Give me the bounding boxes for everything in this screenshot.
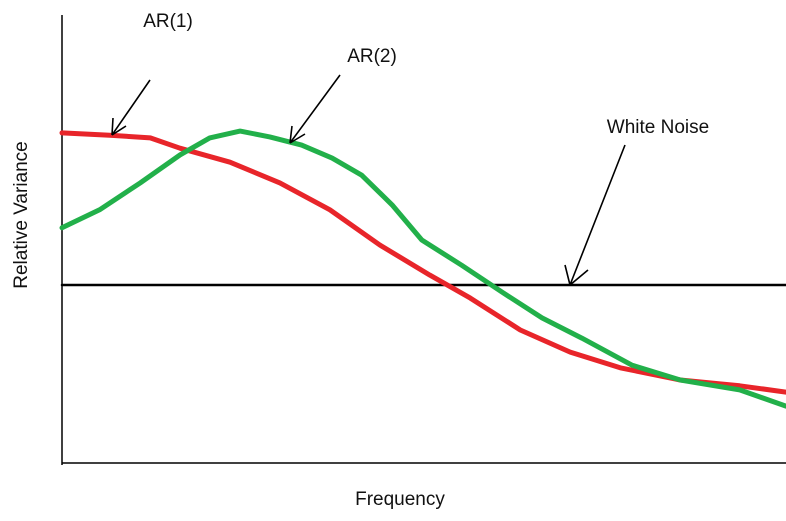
annotation-arrows (111, 74, 626, 286)
arrow (564, 144, 626, 286)
x-axis-label: Frequency (355, 489, 445, 510)
y-axis-label: Relative Variance (11, 141, 32, 289)
series-annotation: White Noise (607, 117, 709, 138)
series-annotation: AR(2) (347, 46, 397, 67)
series-annotation: AR(1) (143, 11, 193, 32)
arrow (111, 79, 151, 136)
series-line (59, 128, 786, 409)
arrow (289, 74, 341, 144)
series-line (59, 130, 786, 395)
